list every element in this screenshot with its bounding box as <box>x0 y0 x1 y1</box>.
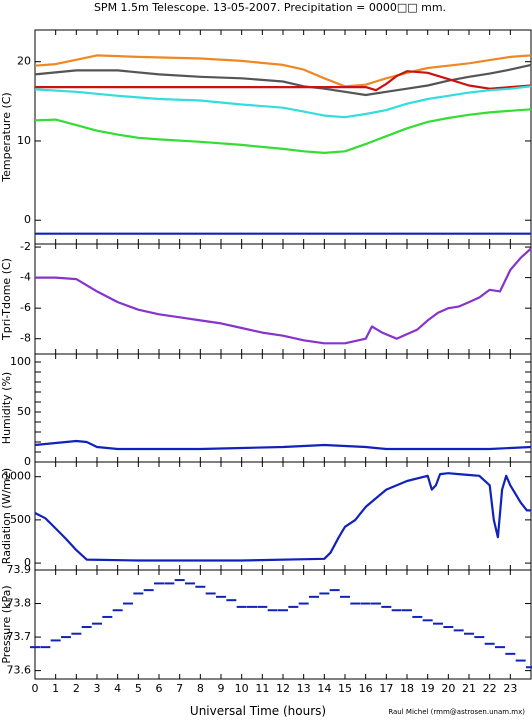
x-tick-label: 10 <box>235 682 249 695</box>
panel-frame <box>34 569 532 680</box>
y-tick-label: 73.8 <box>7 597 32 610</box>
chart-title: SPM 1.5m Telescope. 13-05-2007. Precipit… <box>94 1 446 14</box>
x-tick-label: 18 <box>400 682 414 695</box>
x-tick-label: 4 <box>114 682 121 695</box>
x-tick-label: 22 <box>483 682 497 695</box>
x-tick-label: 23 <box>503 682 517 695</box>
y-tick-label: 73.9 <box>7 563 32 576</box>
x-tick-label: 5 <box>135 682 142 695</box>
y-tick-label: 500 <box>10 513 31 526</box>
y-tick-label: 73.7 <box>7 630 32 643</box>
y-tick-label: 0 <box>24 455 31 468</box>
x-tick-label: 12 <box>276 682 290 695</box>
series-line-blue <box>34 472 531 562</box>
x-axis-label: Universal Time (hours) <box>190 704 326 718</box>
y-tick-label: -8 <box>20 332 31 345</box>
x-tick-label: 21 <box>462 682 476 695</box>
x-tick-label: 11 <box>255 682 269 695</box>
x-tick-label: 3 <box>94 682 101 695</box>
x-tick-label: 9 <box>218 682 225 695</box>
x-tick-label: 8 <box>197 682 204 695</box>
x-tick-label: 0 <box>32 682 39 695</box>
x-tick-label: 6 <box>156 682 163 695</box>
y-axis-label: Humidity (%) <box>0 372 13 444</box>
panel-frame <box>34 29 532 245</box>
y-tick-label: -4 <box>20 271 31 284</box>
y-tick-label: 100 <box>10 355 31 368</box>
x-tick-label: 7 <box>176 682 183 695</box>
y-tick-label: 0 <box>24 556 31 569</box>
x-tick-label: 13 <box>297 682 311 695</box>
x-tick-label: 15 <box>338 682 352 695</box>
series-line-green <box>34 108 532 154</box>
series-line-red <box>35 70 532 92</box>
x-tick-label: 1 <box>52 682 59 695</box>
y-axis-label: Temperature (C) <box>0 92 13 182</box>
y-tick-label: 0 <box>24 213 31 226</box>
series-line-gray <box>34 63 532 97</box>
x-tick-label: 2 <box>73 682 80 695</box>
y-axis-label: Pressure (kPa) <box>0 585 13 663</box>
series-line-purple <box>35 247 532 345</box>
y-axis-label: Tpri-Tdome (C) <box>0 258 13 341</box>
y-tick-label: 20 <box>17 55 31 68</box>
y-tick-label: 1000 <box>3 470 31 483</box>
y-tick-label: -2 <box>20 240 31 253</box>
series-line-cyan <box>34 85 532 119</box>
x-tick-label: 19 <box>421 682 435 695</box>
series-line-blue <box>34 439 532 451</box>
x-tick-label: 14 <box>317 682 331 695</box>
y-tick-label: -6 <box>20 301 31 314</box>
y-tick-label: 50 <box>17 405 31 418</box>
panel-frame <box>34 353 532 463</box>
credit-text: Raul Michel (rmm@astrosen.unam.mx) <box>388 708 525 716</box>
x-tick-label: 17 <box>379 682 393 695</box>
x-tick-label: 16 <box>359 682 373 695</box>
x-tick-label: 20 <box>441 682 455 695</box>
y-tick-label: 10 <box>17 134 31 147</box>
y-axis-label: Radiation (W/m2) <box>0 468 13 564</box>
y-tick-label: 73.6 <box>7 664 32 677</box>
panel-frame <box>34 461 532 571</box>
